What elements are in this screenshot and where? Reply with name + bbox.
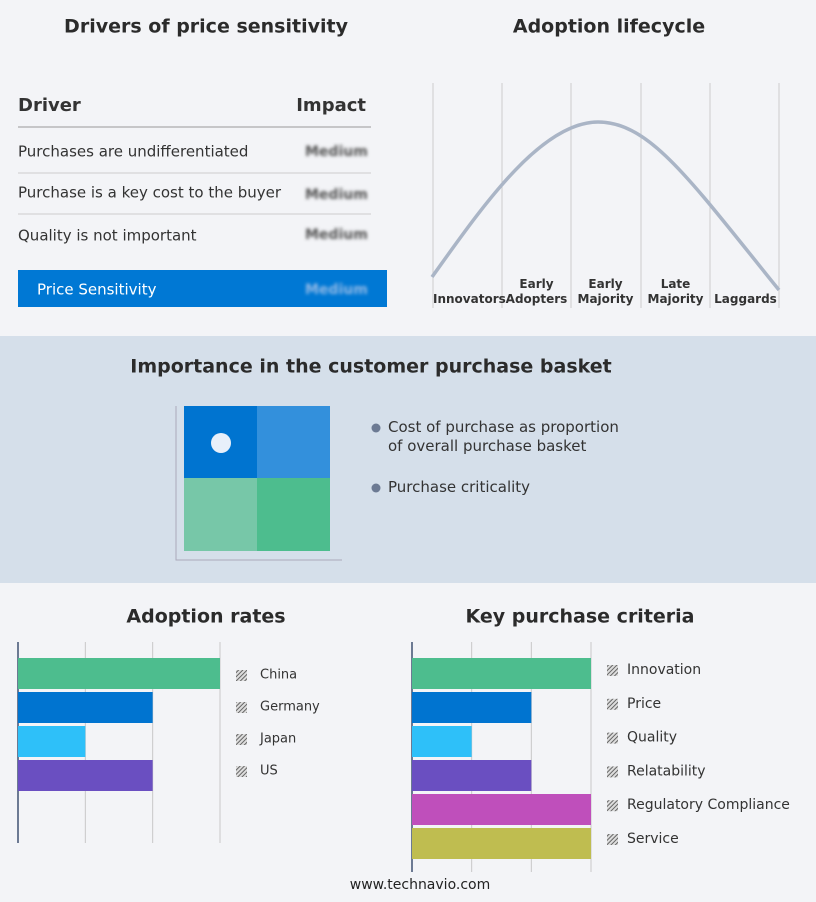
bar — [18, 760, 153, 791]
matrix-cell — [257, 478, 330, 551]
bar — [18, 658, 220, 689]
section-title: Importance in the customer purchase bask… — [130, 356, 612, 378]
table-cell: Medium — [305, 227, 368, 243]
chart-title: Adoption rates — [126, 606, 285, 628]
legend-icon — [236, 670, 247, 681]
bar — [412, 794, 591, 825]
bar — [412, 828, 591, 859]
stage-label: Early Majority — [577, 277, 634, 306]
legend-label: US — [260, 764, 278, 779]
table-cell: Quality is not important — [18, 227, 197, 245]
legend-icon — [607, 732, 618, 744]
chart-title: Key purchase criteria — [465, 606, 694, 628]
matrix-axis — [175, 406, 342, 561]
matrix-dot — [211, 433, 231, 453]
section-title: Adoption lifecycle — [513, 16, 705, 38]
legend-icon — [607, 766, 618, 778]
legend-bullet — [371, 483, 381, 493]
bar — [412, 760, 532, 791]
legend-label: China — [260, 668, 297, 683]
matrix-cell — [257, 406, 330, 478]
lifecycle-dividers — [432, 83, 780, 308]
section-title: Drivers of price sensitivity — [64, 16, 349, 38]
legend-label: Regulatory Compliance — [627, 797, 790, 813]
band — [0, 336, 816, 583]
table-cell: Medium — [305, 187, 368, 203]
table-header: Driver — [18, 95, 81, 116]
matrix-cell — [184, 478, 257, 551]
legend-icon — [607, 665, 618, 676]
legend-label: Cost of purchase as proportion of overal… — [388, 418, 619, 455]
lifecycle-curve — [430, 120, 781, 292]
legend-label: Service — [627, 831, 679, 847]
stage-label: Laggards — [714, 292, 777, 306]
legend-label: Purchase criticality — [388, 478, 531, 496]
summary-label: Price Sensitivity — [37, 281, 157, 299]
summary-value: Medium — [305, 282, 368, 298]
legend-icon — [607, 834, 618, 845]
stage-label: Late Majority — [647, 277, 704, 306]
legend-icon — [236, 702, 247, 713]
legend-icon — [236, 734, 247, 745]
summary-row — [18, 270, 387, 307]
legend-icon — [236, 766, 247, 777]
legend-label: Germany — [260, 700, 320, 715]
legend-icon — [607, 800, 618, 812]
bar — [18, 726, 86, 757]
bar — [412, 726, 472, 757]
legend-label: Relatability — [627, 763, 706, 779]
stage-label: Innovators — [433, 292, 506, 306]
footer: www.technavio.com — [350, 877, 491, 893]
stage-label: Early Adopters — [505, 277, 568, 306]
bar — [412, 658, 591, 689]
legend-bullet — [371, 423, 381, 433]
bar — [412, 692, 532, 723]
legend-icon — [607, 698, 618, 710]
table-cell: Purchases are undifferentiated — [18, 143, 248, 161]
legend-label: Price — [627, 696, 661, 712]
table-header: Impact — [296, 95, 366, 116]
legend-label: Quality — [627, 730, 677, 746]
table-cell: Medium — [305, 144, 368, 160]
bar — [18, 692, 153, 723]
table-cell: Purchase is a key cost to the buyer — [18, 184, 282, 202]
legend-label: Japan — [259, 732, 296, 747]
legend-label: Innovation — [627, 662, 701, 678]
